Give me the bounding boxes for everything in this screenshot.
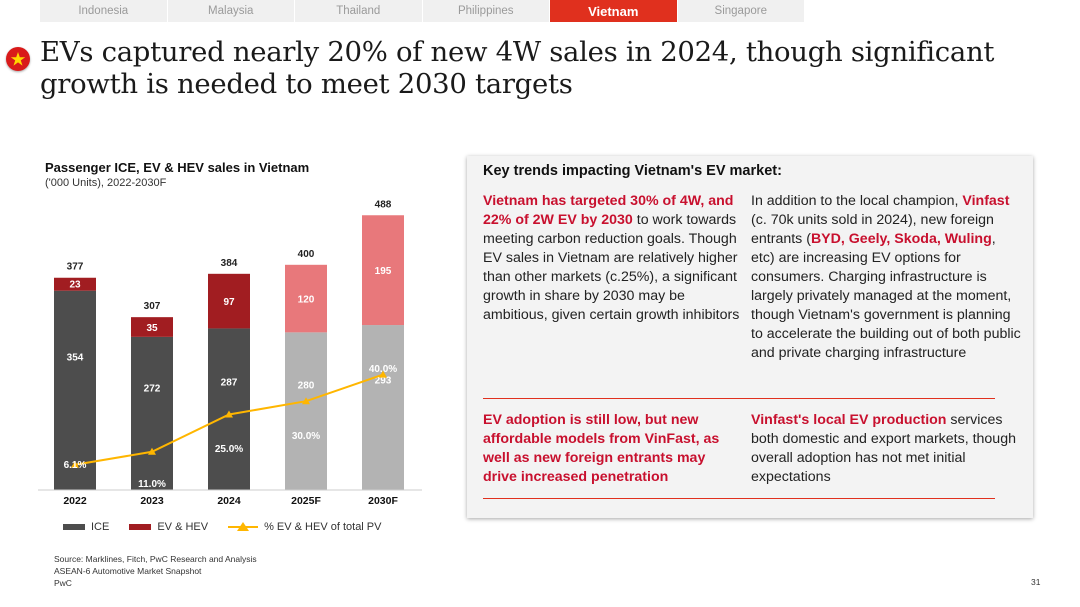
bar-ev-2025F — [285, 264, 327, 333]
source-note: Source: Marklines, Fitch, PwC Research a… — [54, 553, 257, 589]
chart-subtitle: ('000 Units), 2022-2030F — [45, 177, 167, 189]
sales-chart: 354 23 377 2022 272 35 307 2023 287 97 384 2024 280 1… — [38, 199, 422, 507]
legend-swatch-ev — [129, 524, 152, 530]
bar-ice-2022 — [54, 290, 96, 490]
bar-ice-2024 — [208, 328, 250, 490]
trend-adoption-bold: EV adoption is still low, but new afford… — [483, 412, 720, 485]
legend-item-ice: ICE — [63, 521, 109, 533]
trend-entrants-text-3: , etc) are increasing EV options for con… — [751, 231, 1021, 361]
label-total-2022: 377 — [67, 262, 84, 273]
share-label-2023: 11.0% — [138, 479, 166, 490]
key-trends-panel: Key trends impacting Vietnam's EV market… — [467, 156, 1033, 518]
tick-label-2023: 2023 — [140, 495, 164, 507]
legend-label-share: % EV & HEV of total PV — [264, 521, 382, 533]
label-total-2025F: 400 — [298, 249, 315, 260]
legend-label-ev: EV & HEV — [157, 521, 209, 533]
panel-title: Key trends impacting Vietnam's EV market… — [483, 163, 782, 179]
trend-entrants-vinfast: Vinfast — [962, 193, 1010, 209]
share-point-2025F — [302, 397, 310, 405]
bar-ev-2030F — [362, 215, 404, 326]
trend-entrants-text-2: (c. 70k units sold in 2024), new foreign… — [751, 212, 994, 247]
legend-item-ev: EV & HEV — [129, 521, 208, 533]
panel-divider-top — [483, 398, 995, 399]
trend-target-text: to work towards meeting carbon reduction… — [483, 212, 740, 323]
share-label-2025F: 30.0% — [292, 431, 320, 442]
source-text: Source: Marklines, Fitch, PwC Research a… — [54, 554, 257, 564]
share-point-2022 — [71, 460, 79, 468]
bar-ice-2023 — [131, 336, 173, 490]
label-ev-2025F: 120 — [298, 295, 315, 306]
trend-entrants-brands: BYD, Geely, Skoda, Wuling — [810, 231, 992, 247]
share-label-2024: 25.0% — [215, 444, 243, 455]
trend-production-text: services both domestic and export market… — [751, 412, 1016, 485]
label-ev-2030F: 195 — [375, 266, 392, 277]
vietnam-flag-icon — [6, 47, 30, 71]
brand-name: PwC — [54, 578, 72, 588]
tab-indonesia[interactable]: Indonesia — [40, 0, 168, 22]
trend-adoption: EV adoption is still low, but new afford… — [483, 411, 743, 487]
tab-vietnam[interactable]: Vietnam — [550, 0, 678, 22]
tick-label-2022: 2022 — [63, 495, 87, 507]
label-total-2030F: 488 — [375, 199, 392, 210]
tick-label-2024: 2024 — [217, 495, 241, 507]
legend-item-share: % EV & HEV of total PV — [228, 521, 381, 533]
share-label-2030F: 40.0% — [369, 364, 397, 375]
legend-swatch-ice — [63, 524, 85, 530]
trend-entrants: In addition to the local champion, Vinfa… — [751, 192, 1021, 363]
tab-malaysia[interactable]: Malaysia — [167, 0, 295, 22]
panel-divider-bottom — [483, 498, 995, 499]
tab-singapore[interactable]: Singapore — [677, 0, 805, 22]
trend-production: Vinfast's local EV production services b… — [751, 411, 1021, 487]
bar-ev-2023 — [131, 317, 173, 337]
label-total-2024: 384 — [221, 258, 238, 269]
label-ev-2023: 35 — [146, 323, 158, 334]
trend-production-bold: Vinfast's local EV production — [751, 412, 947, 428]
legend-label-ice: ICE — [91, 521, 110, 533]
label-ice-2024: 287 — [221, 378, 238, 389]
share-point-2023 — [148, 447, 156, 455]
tab-philippines[interactable]: Philippines — [422, 0, 550, 22]
label-ev-2024: 97 — [223, 297, 235, 308]
tab-thailand[interactable]: Thailand — [295, 0, 423, 22]
country-tabs: Indonesia Malaysia Thailand Philippines … — [40, 0, 805, 22]
label-total-2023: 307 — [144, 301, 161, 312]
label-ev-2022: 23 — [69, 280, 81, 291]
page-title: EVs captured nearly 20% of new 4W sales … — [40, 36, 995, 100]
bar-ev-2024 — [208, 273, 250, 329]
label-ice-2023: 272 — [144, 383, 161, 394]
report-name: ASEAN-6 Automotive Market Snapshot — [54, 566, 202, 576]
tick-label-2030F: 2030F — [368, 495, 398, 507]
page-number: 31 — [1031, 577, 1041, 587]
share-label-2022: 6.1% — [64, 460, 87, 471]
trend-entrants-text-1: In addition to the local champion, — [751, 193, 963, 209]
label-ice-2030F: 293 — [375, 375, 392, 386]
trend-target: Vietnam has targeted 30% of 4W, and 22% … — [483, 192, 741, 325]
trend-target-bold: Vietnam has targeted 30% of 4W, and 22% … — [483, 193, 734, 228]
label-ice-2022: 354 — [67, 352, 84, 363]
label-ice-2025F: 280 — [298, 380, 315, 391]
legend-line-marker-icon — [228, 522, 259, 531]
share-point-2030F — [379, 370, 387, 378]
bar-ice-2025F — [285, 332, 327, 490]
bar-ice-2030F — [362, 325, 404, 490]
tick-label-2025F: 2025F — [291, 495, 321, 507]
share-point-2024 — [225, 410, 233, 418]
bar-ev-2022 — [54, 277, 96, 291]
chart-legend: ICE EV & HEV % EV & HEV of total PV — [63, 521, 401, 533]
chart-title: Passenger ICE, EV & HEV sales in Vietnam — [45, 160, 310, 175]
